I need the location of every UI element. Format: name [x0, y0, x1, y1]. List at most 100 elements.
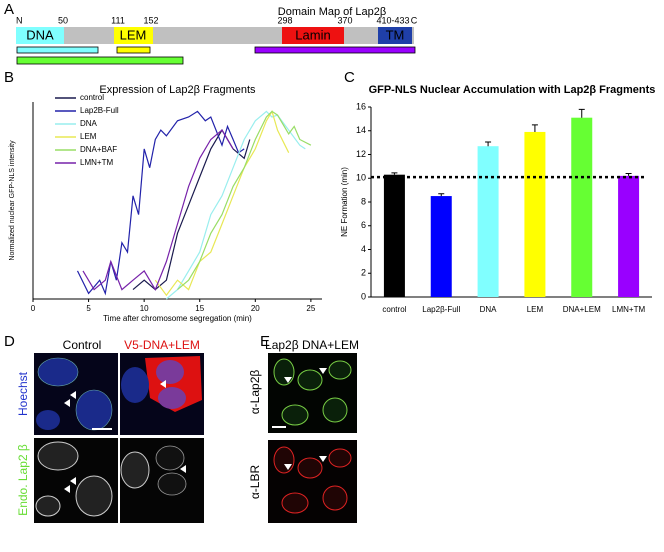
y-tick-label: 14	[356, 125, 366, 135]
y-tick-label: 8	[361, 196, 366, 206]
series-line	[76, 110, 245, 296]
nucleus	[75, 475, 113, 517]
x-tick-label: Lap2β-Full	[422, 305, 460, 314]
series-line	[177, 110, 312, 291]
y-tick-label: 0	[361, 291, 366, 301]
y-tick-label: 2	[361, 268, 366, 278]
legend-label: control	[80, 93, 104, 102]
nucleus	[121, 367, 149, 403]
y-tick-label: 12	[356, 149, 366, 159]
panel-label: C	[344, 69, 355, 86]
nucleus	[120, 451, 150, 489]
bar	[524, 131, 546, 297]
x-tick-label: LMN+TM	[612, 305, 645, 314]
row-label: α-LBR	[248, 465, 262, 500]
nucleus	[297, 369, 323, 391]
position: C	[411, 15, 418, 25]
position: 152	[143, 15, 158, 25]
chart-title: Expression of Lap2β Fragments	[99, 84, 256, 96]
domain-label: Lamin	[295, 27, 330, 42]
domain-label: DNA	[26, 27, 54, 42]
fragment-lem	[116, 46, 151, 54]
nucleus	[35, 495, 61, 517]
x-tick-label: control	[382, 305, 406, 314]
nucleus	[75, 389, 113, 431]
scale-bar	[92, 428, 112, 430]
lamin-domain	[282, 27, 344, 44]
bar	[477, 146, 499, 297]
series-line	[82, 129, 234, 291]
y-axis-label: Normalized nuclear GFP-NLS intensity	[9, 140, 16, 261]
nucleus	[297, 457, 323, 479]
y-tick-label: 16	[356, 101, 366, 111]
legend-label: DNA	[80, 119, 98, 128]
row-label: Endo. Lap2 β	[16, 444, 30, 516]
nucleus	[281, 404, 309, 426]
series-line	[132, 128, 251, 291]
nucleus	[322, 485, 348, 511]
domain-label: TM	[386, 27, 405, 42]
panel-label: A	[4, 1, 14, 18]
row-label: α-Lap2β	[248, 370, 262, 415]
fragment-lmn-tm	[254, 46, 416, 54]
domain-label: LEM	[120, 27, 147, 42]
error-bar	[485, 141, 492, 147]
panel-label: D	[4, 333, 15, 350]
x-tick-label: LEM	[527, 305, 544, 314]
legend-label: Lap2B-Full	[80, 106, 119, 115]
y-tick-label: 10	[356, 173, 366, 183]
x-tick-label: 15	[195, 304, 204, 313]
y-tick-label: 4	[361, 244, 366, 254]
error-bar	[625, 173, 632, 176]
fragment-dna	[16, 46, 99, 54]
nucleus	[157, 472, 187, 496]
column-label: Control	[63, 338, 102, 352]
micrographs-e: Lap2β DNA+LEM α-Lap2β α-LBR	[248, 338, 359, 523]
panel-label: B	[4, 69, 14, 86]
x-tick-label: DNA+LEM	[563, 305, 601, 314]
nucleus	[37, 441, 79, 471]
position: 298	[277, 15, 292, 25]
error-bar	[391, 172, 398, 175]
x-tick-label: DNA	[480, 305, 498, 314]
nucleus	[273, 446, 295, 474]
y-axis-label: NE Formation (min)	[340, 167, 349, 237]
nucleus	[158, 387, 186, 409]
x-tick-label: 25	[306, 304, 315, 313]
nucleus	[37, 357, 79, 387]
panel-label: E	[260, 333, 270, 350]
error-bar	[438, 193, 445, 197]
chart-title: GFP-NLS Nuclear Accumulation with Lap2β …	[369, 84, 656, 96]
lem-domain	[114, 27, 153, 44]
nucleus	[328, 360, 352, 380]
dna-domain	[16, 27, 64, 44]
x-axis-label: Time after chromosome segregation (min)	[103, 314, 252, 323]
x-tick-label: 0	[31, 304, 36, 313]
position: 370	[337, 15, 352, 25]
legend-label: DNA+BAF	[80, 145, 117, 154]
scale-bar	[272, 426, 286, 428]
legend-label: LMN+TM	[80, 158, 113, 167]
series-line	[154, 109, 290, 297]
series-line	[166, 110, 306, 300]
x-tick-label: 5	[86, 304, 91, 313]
position: 410-433	[376, 15, 409, 25]
row-label: Hoechst	[16, 371, 30, 416]
nucleus	[322, 397, 348, 423]
legend-label: LEM	[80, 132, 97, 141]
x-tick-label: 20	[251, 304, 260, 313]
position: 50	[58, 15, 68, 25]
micrographs-d: Control V5-DNA+LEM Hoechst Endo. Lap2 β	[16, 338, 204, 523]
fragment-dna-lem	[16, 56, 184, 65]
protein-bar	[16, 27, 414, 44]
nucleus	[328, 448, 352, 468]
position: N	[16, 15, 23, 25]
nucleus	[36, 410, 60, 430]
bar	[571, 117, 593, 297]
column-label: V5-DNA+LEM	[124, 338, 200, 352]
bar	[430, 196, 452, 297]
error-bar	[578, 108, 585, 118]
nucleus	[156, 360, 184, 384]
panel-title: Lap2β DNA+LEM	[265, 338, 359, 352]
